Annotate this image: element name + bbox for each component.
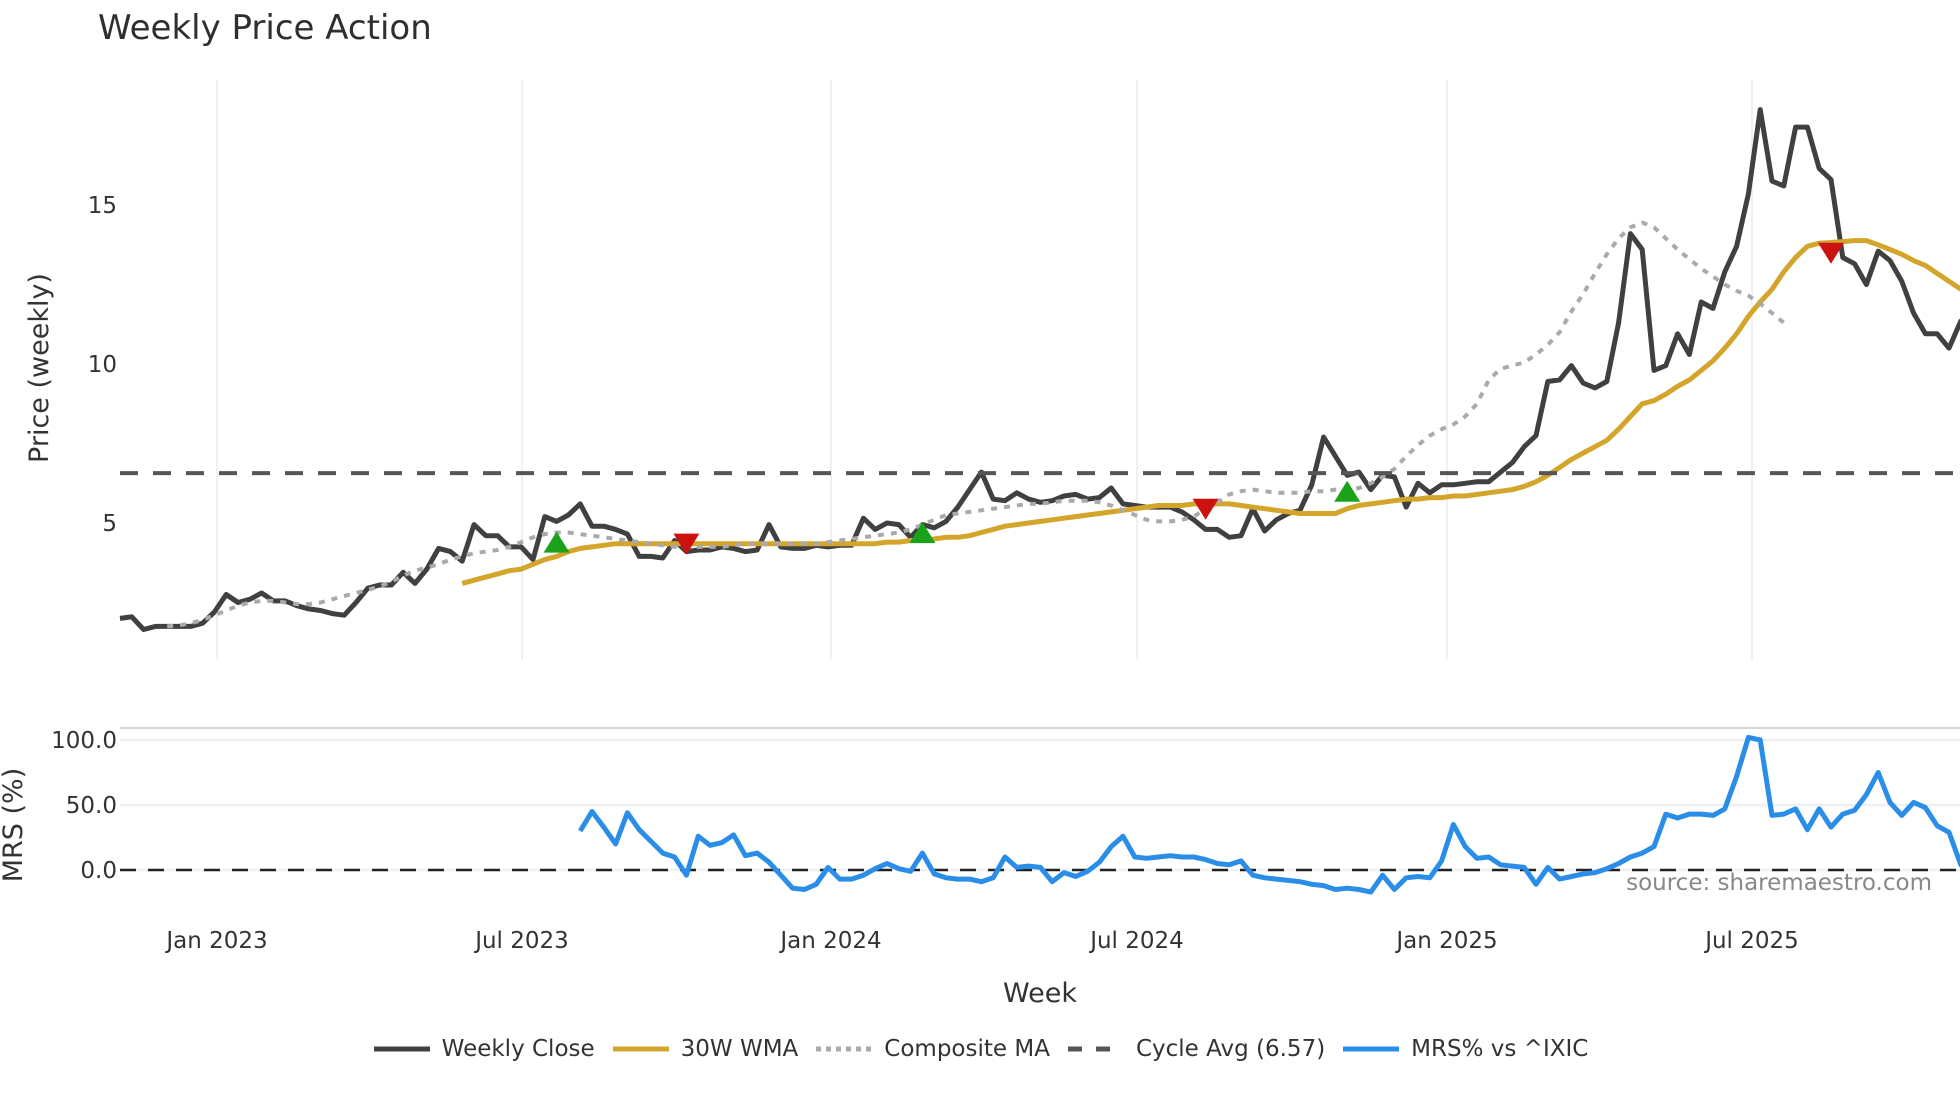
buy-signal-up-triangle-icon	[1334, 480, 1361, 502]
series-mrs-vs-ixic	[578, 734, 1960, 895]
x-tick-label: Jan 2025	[1394, 928, 1497, 954]
legend: Weekly Close 30W WMA Composite MA Cycle Avg…	[0, 1036, 1960, 1062]
mrs-y-tick: 100.0	[51, 728, 117, 754]
legend-line-swatch-icon	[1067, 1046, 1124, 1052]
axes: Price (weekly) MRS (%) Week source: shar…	[0, 193, 1932, 1009]
x-axis-title: Week	[1003, 978, 1077, 1009]
sell-signal-down-triangle-icon	[1192, 498, 1219, 520]
x-tick-label: Jul 2023	[473, 928, 569, 954]
chart-title: Weekly Price Action	[98, 8, 432, 48]
price-y-axis-title: Price (weekly)	[24, 273, 55, 463]
price-y-tick: 5	[102, 511, 117, 537]
legend-line-swatch-icon	[373, 1046, 430, 1052]
mrs-y-axis-title: MRS (%)	[0, 768, 29, 883]
buy-signal-up-triangle-icon	[909, 522, 936, 544]
legend-line-swatch-icon	[612, 1046, 669, 1052]
series-composite-ma	[167, 220, 1786, 629]
source-note: source: sharemaestro.com	[1626, 870, 1932, 896]
x-tick-label: Jan 2024	[778, 928, 881, 954]
x-tick-label: Jul 2024	[1088, 928, 1184, 954]
series-weekly-close	[119, 107, 1960, 632]
legend-item[interactable]: 30W WMA	[611, 1036, 799, 1062]
price-y-tick: 10	[88, 352, 117, 378]
legend-item[interactable]: Cycle Avg (6.57)	[1066, 1036, 1325, 1062]
x-tick-label: Jul 2025	[1703, 928, 1799, 954]
legend-label: 30W WMA	[680, 1036, 799, 1062]
legend-item[interactable]: Composite MA	[814, 1036, 1050, 1062]
sell-signal-down-triangle-icon	[673, 533, 700, 555]
mrs-y-tick: 50.0	[66, 793, 117, 819]
legend-line-swatch-icon	[1343, 1046, 1400, 1052]
legend-item[interactable]: MRS% vs ^IXIC	[1341, 1036, 1588, 1062]
mrs-y-tick: 0.0	[80, 858, 117, 884]
price-panel	[119, 107, 1960, 632]
buy-signal-up-triangle-icon	[543, 531, 570, 553]
price-y-tick: 15	[88, 193, 117, 219]
sell-signal-down-triangle-icon	[1818, 242, 1844, 264]
mrs-panel	[120, 734, 1960, 895]
legend-label: Cycle Avg (6.57)	[1135, 1036, 1326, 1062]
legend-label: MRS% vs ^IXIC	[1411, 1036, 1589, 1062]
legend-item[interactable]: Weekly Close	[372, 1036, 595, 1062]
legend-line-swatch-icon	[816, 1046, 873, 1052]
legend-label: Weekly Close	[441, 1036, 595, 1062]
legend-label: Composite MA	[884, 1036, 1050, 1062]
x-tick-label: Jan 2023	[164, 928, 267, 954]
